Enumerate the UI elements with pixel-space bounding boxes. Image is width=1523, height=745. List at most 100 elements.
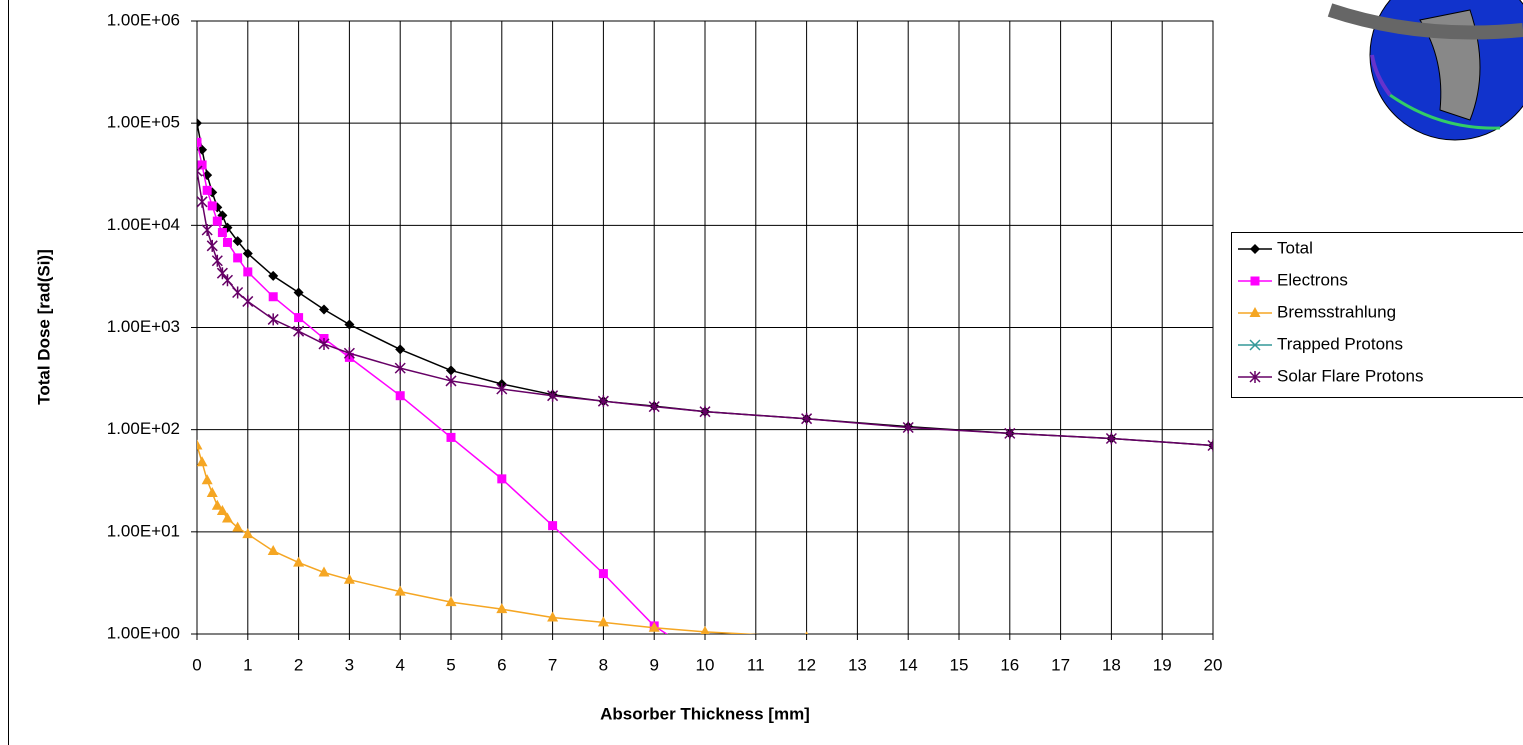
legend-swatch-marker — [1249, 371, 1261, 383]
data-point — [548, 521, 558, 531]
data-point — [267, 544, 279, 555]
x-tick-label: 12 — [797, 655, 816, 674]
data-point — [344, 319, 355, 330]
data-point — [343, 347, 355, 360]
data-point — [801, 412, 813, 425]
data-point — [202, 185, 212, 195]
data-point — [700, 625, 710, 634]
data-point — [221, 274, 234, 287]
data-point — [217, 228, 227, 238]
x-tick-label: 15 — [950, 655, 969, 674]
data-point — [242, 295, 254, 308]
data-point — [318, 566, 330, 577]
data-point — [497, 474, 507, 484]
y-tick-label: 1.00E+05 — [107, 113, 180, 132]
data-point — [547, 389, 559, 402]
y-tick-label: 1.00E+01 — [107, 521, 180, 540]
legend-box — [1231, 232, 1523, 398]
data-point — [597, 395, 609, 408]
data-point — [648, 400, 660, 413]
data-point — [343, 573, 355, 584]
data-point — [597, 616, 609, 627]
data-point — [201, 224, 213, 237]
data-point — [598, 569, 608, 579]
data-point — [394, 585, 406, 596]
x-tick-label: 16 — [1000, 655, 1019, 674]
x-axis-label: Absorber Thickness [mm] — [600, 704, 810, 723]
data-point — [232, 236, 243, 247]
x-tick-label: 8 — [599, 655, 608, 674]
x-tick-label: 9 — [649, 655, 658, 674]
x-tick-label: 6 — [497, 655, 506, 674]
data-point — [232, 521, 244, 532]
data-point — [243, 267, 253, 277]
data-point — [1004, 427, 1016, 440]
series-line — [197, 445, 761, 634]
data-point — [293, 325, 305, 338]
x-tick-label: 10 — [696, 655, 715, 674]
x-tick-label: 13 — [848, 655, 867, 674]
data-point — [206, 239, 218, 252]
y-tick-label: 1.00E+04 — [107, 215, 180, 234]
data-point — [233, 253, 243, 263]
data-point — [394, 362, 406, 375]
data-point — [1105, 432, 1117, 445]
data-point — [496, 603, 508, 614]
data-point — [211, 254, 223, 267]
data-point — [197, 439, 203, 450]
x-tick-label: 19 — [1153, 655, 1172, 674]
data-point — [242, 248, 253, 259]
legend-label: Total — [1277, 238, 1313, 257]
data-point — [446, 432, 456, 442]
legend-label: Trapped Protons — [1277, 334, 1403, 353]
x-tick-label: 14 — [899, 655, 918, 674]
x-tick-label: 18 — [1102, 655, 1121, 674]
legend-swatch-marker — [1250, 244, 1260, 254]
y-axis-label: Total Dose [rad(Si)] — [34, 249, 53, 405]
y-tick-label: 1.00E+03 — [107, 317, 180, 336]
data-point — [222, 237, 232, 247]
data-point — [206, 486, 218, 497]
data-point — [319, 304, 329, 315]
data-point — [221, 512, 233, 523]
data-point — [902, 421, 914, 434]
x-tick-label: 20 — [1204, 655, 1223, 674]
x-tick-label: 11 — [747, 655, 765, 674]
data-point — [395, 344, 406, 355]
data-point — [197, 160, 207, 170]
legend-swatch-marker — [1249, 339, 1261, 351]
data-point — [699, 405, 711, 418]
data-point — [211, 499, 223, 510]
x-tick-label: 3 — [345, 655, 354, 674]
data-point — [216, 267, 228, 280]
data-point — [216, 504, 228, 515]
data-point — [207, 201, 217, 211]
plot-series — [197, 118, 1213, 634]
data-point — [395, 391, 405, 401]
data-point — [242, 528, 254, 539]
data-point — [197, 456, 208, 467]
data-point — [293, 287, 304, 298]
legend-swatch-marker — [1250, 276, 1260, 286]
globe-illustration — [1327, 0, 1523, 141]
legend-swatch-marker — [1249, 307, 1261, 317]
data-point — [496, 383, 508, 396]
data-point — [318, 337, 330, 350]
x-tick-label: 2 — [294, 655, 303, 674]
y-tick-label: 1.00E+00 — [107, 623, 180, 642]
data-point — [267, 313, 279, 326]
x-tick-label: 4 — [395, 655, 404, 674]
data-point — [268, 270, 279, 281]
data-point — [445, 596, 457, 607]
data-point — [547, 611, 559, 622]
data-point — [805, 631, 809, 634]
data-point — [232, 286, 244, 299]
x-tick-label: 5 — [446, 655, 455, 674]
x-tick-label: 7 — [548, 655, 557, 674]
data-point — [197, 118, 202, 129]
data-point — [197, 137, 202, 147]
x-tick-label: 1 — [243, 655, 252, 674]
data-point — [201, 474, 213, 485]
data-point — [445, 374, 457, 387]
